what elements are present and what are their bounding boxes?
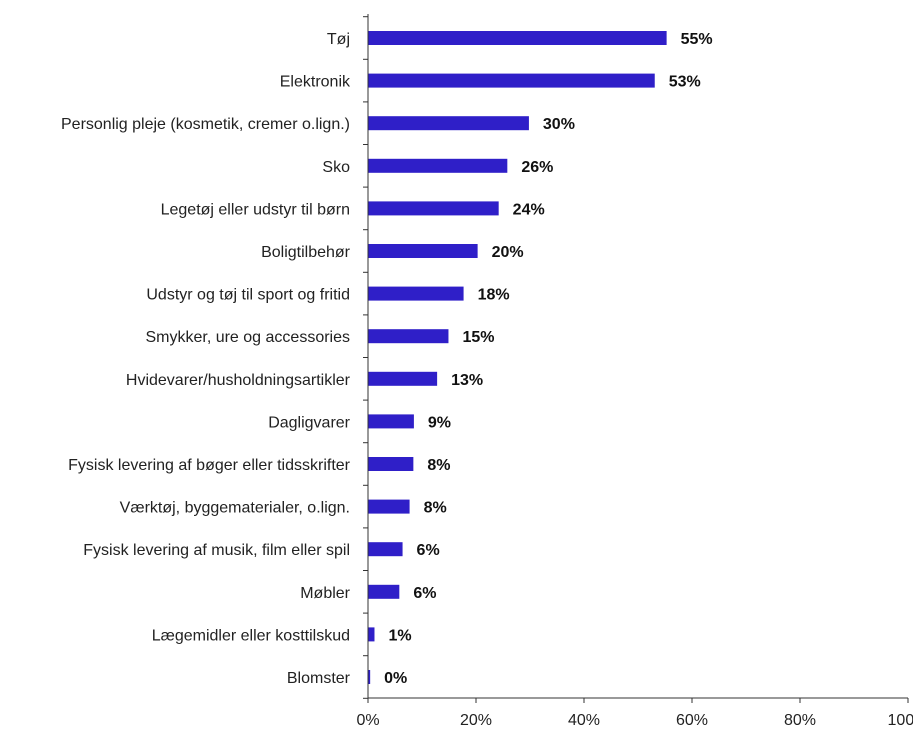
bar-blomster [368, 670, 371, 684]
category-label-hvidevarer-husholdningsartikler: Hvidevarer/husholdningsartikler [126, 372, 351, 389]
bar-udstyr-og-toj-til-sport-og-fritid [368, 286, 464, 301]
value-label-fysisk-levering-af-boger-eller-tidsskrifter: 8% [427, 457, 450, 474]
category-label-toj: Tøj [327, 31, 350, 48]
bar-legetoj-eller-udstyr-til-born [368, 201, 499, 216]
value-label-toj: 55% [681, 31, 713, 48]
value-label-laegemidler-eller-kosttilskud: 1% [388, 627, 411, 644]
bar-fysisk-levering-af-boger-eller-tidsskrifter [368, 457, 414, 471]
bar-laegemidler-eller-kosttilskud [368, 627, 375, 642]
category-label-fysisk-levering-af-boger-eller-tidsskrifter: Fysisk levering af bøger eller tidsskrif… [68, 457, 351, 474]
value-label-elektronik: 53% [669, 74, 701, 91]
axes-layer: 0% 20% 40% 60% 80% 100% [356, 14, 913, 729]
value-label-boligtilbehor: 20% [492, 244, 524, 261]
category-label-udstyr-og-toj-til-sport-og-fritid: Udstyr og tøj til sport og fritid [146, 287, 350, 304]
category-label-fysisk-levering-af-musik-film-eller-spil: Fysisk levering af musik, film eller spi… [83, 542, 350, 559]
bar-elektronik [368, 73, 655, 88]
category-label-sko: Sko [322, 159, 350, 176]
value-label-sko: 26% [521, 159, 553, 176]
bar-mobler [368, 584, 400, 599]
category-label-smykker-ure-og-accessories: Smykker, ure og accessories [145, 329, 350, 346]
value-labels-layer: 55% 53% 30% 26% 24% 20% 18% 15% 13% 9% 8% 8% 6% 6% 1% 0… [384, 31, 712, 687]
bar-toj [368, 31, 667, 45]
value-label-fysisk-levering-af-musik-film-eller-spil: 6% [417, 542, 440, 559]
category-labels-layer: Tøj Elektronik Personlig pleje (kosmetik, … [61, 31, 351, 687]
value-label-mobler: 6% [413, 585, 436, 602]
bar-fysisk-levering-af-musik-film-eller-spil [368, 542, 403, 557]
x-tick-label-0: 0% [356, 712, 379, 729]
bar-sko [368, 158, 508, 173]
x-tick-label-80: 80% [784, 712, 816, 729]
value-label-udstyr-og-toj-til-sport-og-fritid: 18% [478, 287, 510, 304]
x-tick-label-60: 60% [676, 712, 708, 729]
bars-layer [368, 31, 667, 684]
category-label-elektronik: Elektronik [280, 74, 351, 91]
category-label-mobler: Møbler [300, 585, 350, 602]
value-label-dagligvarer: 9% [428, 414, 451, 431]
value-label-personlig-pleje-kosmetik-cremer-o-lign: 30% [543, 116, 575, 133]
category-label-personlig-pleje-kosmetik-cremer-o-lign: Personlig pleje (kosmetik, cremer o.lign… [61, 116, 350, 133]
x-tick-label-20: 20% [460, 712, 492, 729]
category-label-laegemidler-eller-kosttilskud: Lægemidler eller kosttilskud [152, 627, 350, 644]
bar-smykker-ure-og-accessories [368, 329, 449, 344]
category-label-boligtilbehor: Boligtilbehør [261, 244, 351, 261]
bar-hvidevarer-husholdningsartikler [368, 371, 438, 386]
category-label-vaerktoj-byggematerialer-o-lign: Værktøj, byggematerialer, o.lign. [120, 500, 350, 517]
category-label-dagligvarer: Dagligvarer [268, 414, 350, 431]
bar-dagligvarer [368, 414, 414, 429]
x-tick-label-100: 100% [888, 712, 913, 729]
value-label-blomster: 0% [384, 670, 407, 687]
value-label-smykker-ure-og-accessories: 15% [462, 329, 494, 346]
value-label-vaerktoj-byggematerialer-o-lign: 8% [424, 500, 447, 517]
bar-personlig-pleje-kosmetik-cremer-o-lign [368, 116, 529, 131]
bar-vaerktoj-byggematerialer-o-lign [368, 499, 410, 514]
value-label-hvidevarer-husholdningsartikler: 13% [451, 372, 483, 389]
category-label-blomster: Blomster [287, 670, 351, 687]
x-tick-label-40: 40% [568, 712, 600, 729]
value-label-legetoj-eller-udstyr-til-born: 24% [513, 201, 545, 218]
bar-boligtilbehor [368, 244, 478, 258]
category-label-legetoj-eller-udstyr-til-born: Legetøj eller udstyr til børn [161, 201, 350, 218]
